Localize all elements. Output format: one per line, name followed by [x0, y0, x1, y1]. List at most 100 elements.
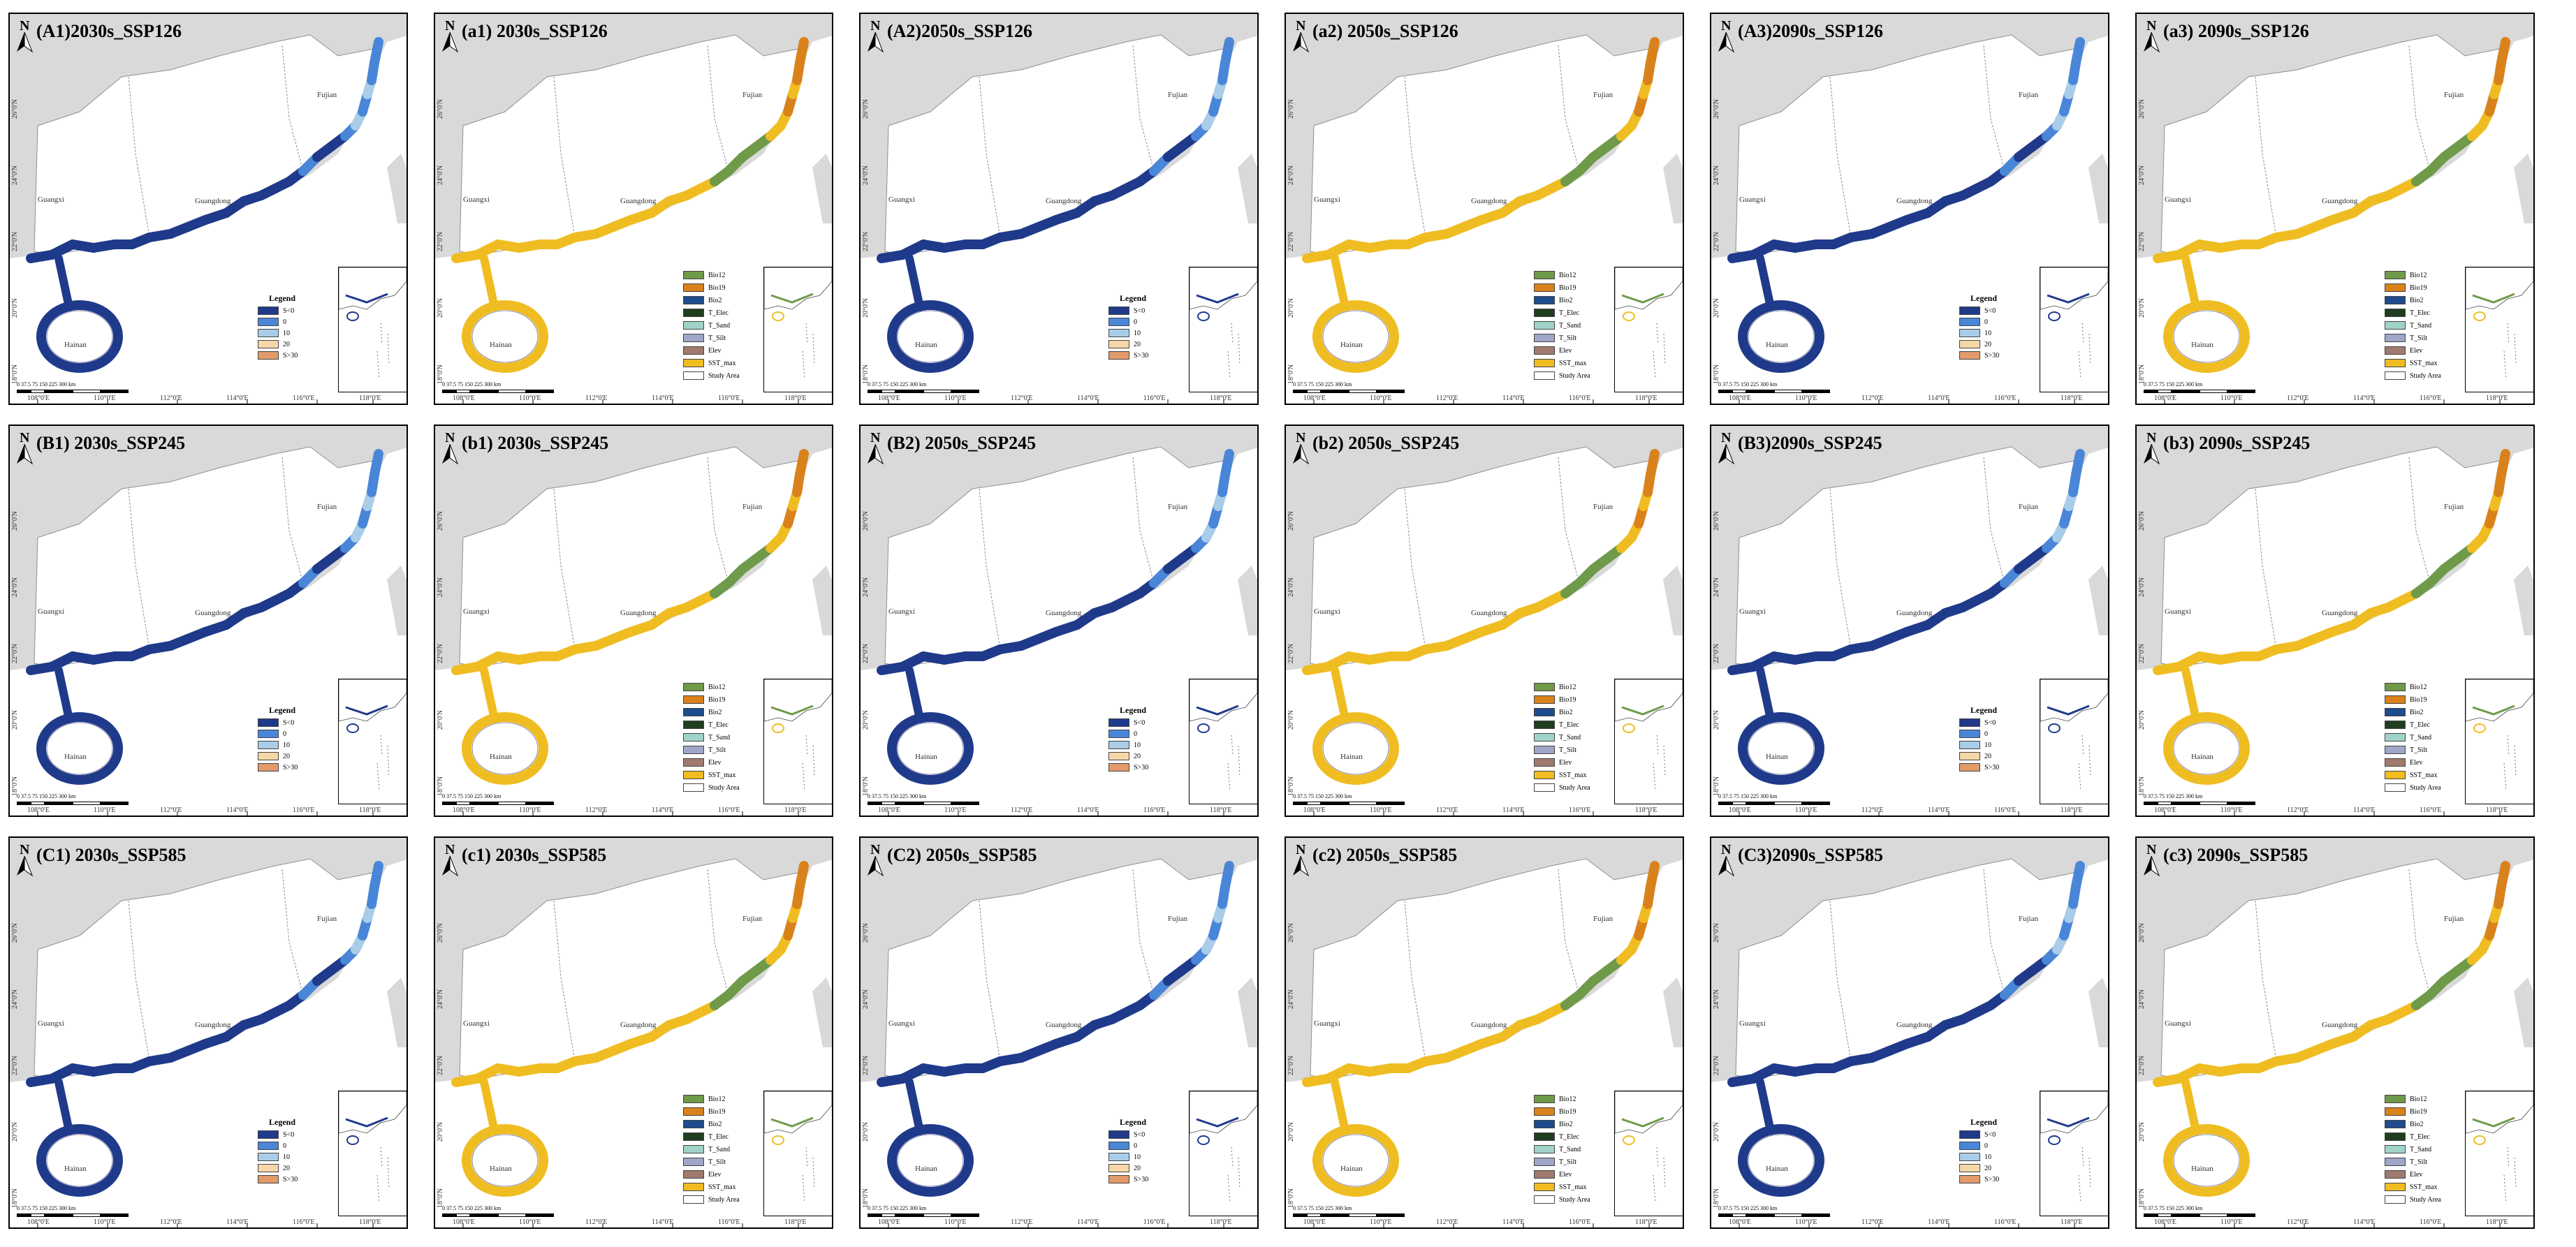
map-legend: Bio12 Bio19 Bio2 T_Elec T_Sand T_Silt Elev SST_… — [683, 269, 760, 382]
lat-label: 22°0'N — [437, 643, 444, 663]
legend-item: 10 — [1959, 327, 2036, 339]
inset-map — [2465, 679, 2533, 804]
legend-item: 0 — [1108, 1140, 1185, 1151]
inset-map — [1189, 1091, 1257, 1216]
lat-label: 26°0'N — [437, 922, 444, 943]
lon-label: 110°0'E — [1795, 1218, 1817, 1226]
coastal-segment — [1646, 861, 1660, 892]
legend-item: Study Area — [683, 369, 760, 382]
map-panel: (a2) 2050s_SSP126 N Guangxi Guangdong Fujian… — [1285, 13, 1684, 405]
coastal-segment — [2496, 37, 2510, 68]
map-panel: (c1) 2030s_SSP585 N Guangxi Guangdong Fujian… — [434, 836, 833, 1229]
legend-item: 10 — [1959, 739, 2036, 751]
lon-label: 114°0'E — [2353, 1218, 2376, 1226]
legend-item: 0 — [1959, 728, 2036, 739]
scale-bar: 0 37.5 75 150 225 300 km — [868, 381, 1007, 398]
hainan-coast — [887, 300, 974, 373]
map-canvas — [10, 14, 407, 404]
panel-title: (b2) 2050s_SSP245 — [1312, 433, 1460, 453]
legend-item: Bio19 — [1534, 1105, 1611, 1118]
map-canvas — [2137, 838, 2533, 1227]
province-label-guangxi: Guangxi — [888, 195, 915, 204]
lon-label: 114°0'E — [226, 806, 249, 814]
north-arrow-icon: N — [1291, 430, 1311, 465]
lon-label: 114°0'E — [1502, 394, 1525, 402]
scale-bar: 0 37.5 75 150 225 300 km — [2144, 381, 2283, 398]
legend-item: SST_max — [683, 769, 760, 781]
legend-item: Bio19 — [2385, 281, 2461, 294]
province-label-fujian: Fujian — [2444, 503, 2464, 511]
lat-label: 24°0'N — [1287, 989, 1295, 1009]
lat-label: 26°0'N — [1287, 510, 1295, 531]
legend-item: SST_max — [1534, 357, 1611, 369]
map-legend: Bio12 Bio19 Bio2 T_Elec T_Sand T_Silt Elev SST_… — [1534, 681, 1611, 794]
province-label-guangxi: Guangxi — [38, 195, 64, 204]
north-arrow-icon: N — [15, 18, 35, 53]
lat-label: 22°0'N — [11, 231, 19, 251]
lat-label: 26°0'N — [1713, 98, 1720, 119]
lat-label: 26°0'N — [862, 98, 870, 119]
province-label-hainan: Hainan — [1340, 753, 1363, 761]
lon-label: 108°0'E — [2154, 1218, 2176, 1226]
lat-label: 24°0'N — [1287, 577, 1295, 597]
inset-map — [1614, 267, 1683, 392]
lon-label: 118°0'E — [1210, 806, 1232, 814]
coastal-segment — [2071, 861, 2085, 892]
lon-label: 108°0'E — [1303, 806, 1326, 814]
legend-item: Bio19 — [1534, 281, 1611, 294]
province-label-fujian: Fujian — [742, 503, 763, 511]
lat-label: 20°0'N — [1713, 709, 1720, 730]
lat-label: 24°0'N — [1713, 165, 1720, 185]
lat-label: 20°0'N — [1287, 1121, 1295, 1142]
lat-label: 26°0'N — [1713, 922, 1720, 943]
legend-item: Study Area — [2385, 1193, 2461, 1206]
province-label-guangxi: Guangxi — [38, 1019, 64, 1028]
lon-label: 114°0'E — [652, 806, 674, 814]
lon-label: 118°0'E — [1635, 806, 1657, 814]
map-canvas — [2137, 426, 2533, 816]
legend-item: T_Elec — [1534, 307, 1611, 319]
province-label-hainan: Hainan — [915, 341, 937, 349]
province-label-hainan: Hainan — [64, 1165, 87, 1173]
north-arrow-icon: N — [441, 18, 460, 53]
coastal-segment — [369, 861, 383, 892]
scale-bar: 0 37.5 75 150 225 300 km — [2144, 1205, 2283, 1222]
lat-label: 24°0'N — [437, 165, 444, 185]
legend-item: Bio12 — [1534, 681, 1611, 693]
legend-item: Study Area — [1534, 781, 1611, 794]
north-arrow-icon: N — [2142, 430, 2162, 465]
lon-label: 112°0'E — [1861, 1218, 1884, 1226]
legend-item: T_Elec — [1534, 718, 1611, 731]
hainan-coast — [462, 300, 548, 373]
legend-item: Elev — [2385, 756, 2461, 769]
lat-label: 24°0'N — [1713, 577, 1720, 597]
legend-item: SST_max — [1534, 1181, 1611, 1193]
north-arrow-icon: N — [1291, 18, 1311, 53]
province-label-hainan: Hainan — [490, 341, 512, 349]
lon-label: 114°0'E — [226, 394, 249, 402]
province-label-fujian: Fujian — [1593, 91, 1613, 99]
province-label-hainan: Hainan — [1766, 753, 1788, 761]
coastal-segment — [1220, 37, 1234, 68]
lon-label: 108°0'E — [27, 1218, 50, 1226]
lat-label: 22°0'N — [1713, 1055, 1720, 1075]
lon-label: 110°0'E — [1370, 806, 1392, 814]
lon-label: 112°0'E — [1436, 394, 1458, 402]
legend-item: 10 — [258, 739, 335, 751]
inset-map — [2465, 267, 2533, 392]
legend-item: Elev — [2385, 344, 2461, 357]
province-label-guangxi: Guangxi — [1314, 607, 1340, 616]
province-label-hainan: Hainan — [915, 753, 937, 761]
legend-item: S<0 — [1108, 1129, 1185, 1140]
lat-label: 26°0'N — [11, 510, 19, 531]
lon-label: 118°0'E — [2486, 1218, 2508, 1226]
lon-label: 108°0'E — [453, 806, 475, 814]
legend-item: Elev — [683, 344, 760, 357]
panel-title: (B3)2090s_SSP245 — [1738, 433, 1882, 453]
legend-item: S>30 — [1959, 762, 2036, 773]
lon-label: 116°0'E — [1569, 1218, 1591, 1226]
map-panel: (A3)2090s_SSP126 N Guangxi Guangdong Fujian H… — [1710, 13, 2109, 405]
inset-map — [338, 267, 407, 392]
lat-label: 22°0'N — [1287, 231, 1295, 251]
hainan-coast — [1312, 300, 1399, 373]
